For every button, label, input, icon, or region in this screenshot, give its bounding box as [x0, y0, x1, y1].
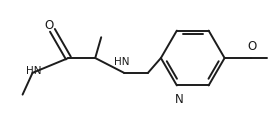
Text: HN: HN — [25, 66, 41, 76]
Text: HN: HN — [114, 57, 130, 67]
Text: O: O — [248, 40, 257, 53]
Text: O: O — [45, 19, 54, 32]
Text: N: N — [174, 93, 183, 106]
